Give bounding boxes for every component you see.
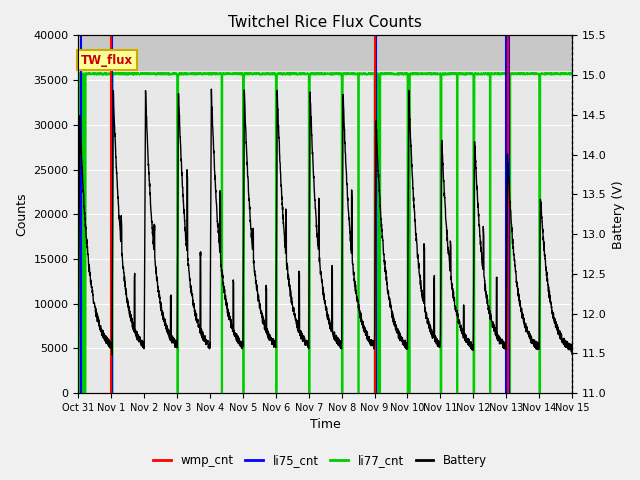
Y-axis label: Battery (V): Battery (V) [612, 180, 625, 249]
li77_cnt [285, 71, 293, 76]
li77_cnt [131, 71, 139, 76]
Title: Twitchel Rice Flux Counts: Twitchel Rice Flux Counts [228, 15, 422, 30]
Bar [79, 36, 572, 71]
li77_cnt [568, 71, 576, 77]
Legend: wmp_cnt, li75_cnt, li77_cnt, Battery: wmp_cnt, li75_cnt, li77_cnt, Battery [148, 449, 492, 472]
Y-axis label: Counts: Counts [15, 192, 28, 236]
Battery [506, 192, 513, 197]
li77_cnt [75, 72, 83, 77]
Line: Battery: Battery [79, 89, 572, 355]
Battery [559, 339, 566, 345]
Battery [285, 284, 293, 290]
Battery [108, 352, 116, 358]
li77_cnt [501, 70, 509, 76]
li77_cnt [160, 71, 168, 77]
Battery [75, 349, 83, 355]
Battery [264, 328, 272, 334]
Text: TW_flux: TW_flux [81, 54, 133, 67]
Battery [207, 86, 215, 92]
li77_cnt [559, 71, 566, 77]
Battery [131, 276, 139, 282]
Line: li77_cnt: li77_cnt [79, 73, 572, 393]
Battery [568, 351, 576, 357]
li77_cnt [76, 390, 83, 396]
li77_cnt [506, 70, 513, 76]
X-axis label: Time: Time [310, 419, 340, 432]
Battery [160, 317, 168, 323]
li77_cnt [264, 70, 271, 76]
